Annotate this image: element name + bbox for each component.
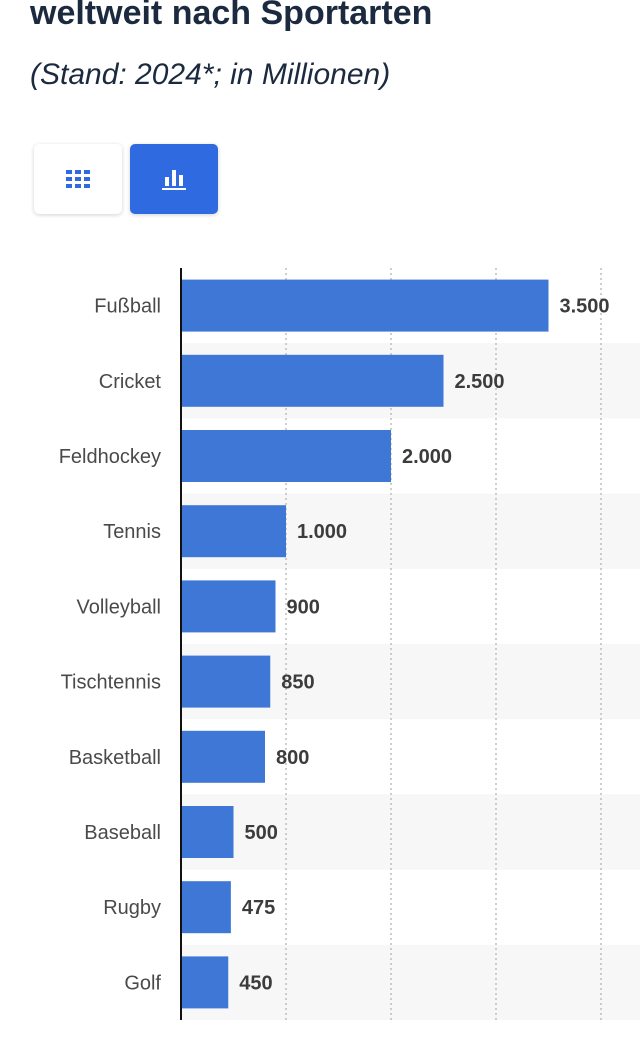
category-label: Volleyball [76, 596, 161, 618]
value-label: 850 [281, 672, 314, 694]
value-label: 800 [276, 747, 309, 769]
value-label: 2.000 [402, 446, 452, 468]
bar[interactable] [181, 730, 265, 783]
category-label: Golf [124, 972, 161, 994]
bar[interactable] [181, 580, 276, 633]
category-label: Tischtennis [61, 672, 161, 694]
bar[interactable] [181, 806, 234, 858]
category-label: Baseball [84, 822, 161, 844]
value-label: 450 [239, 972, 272, 994]
category-label: Cricket [99, 371, 162, 393]
bar[interactable] [181, 430, 391, 482]
bar[interactable] [181, 881, 231, 934]
value-label: 500 [245, 822, 278, 844]
value-label: 3.500 [560, 296, 610, 318]
bar[interactable] [181, 655, 271, 708]
bar[interactable] [181, 354, 444, 407]
category-label: Fußball [94, 296, 161, 318]
grid-icon [66, 170, 90, 188]
bar[interactable] [181, 505, 286, 558]
value-label: 475 [242, 897, 275, 919]
chart-view-button[interactable] [130, 144, 218, 214]
table-view-button[interactable] [34, 144, 122, 214]
bar[interactable] [181, 956, 229, 1009]
value-label: 2.500 [455, 371, 505, 393]
row-band [181, 944, 640, 1020]
page-title: weltweit nach Sportarten [30, 0, 433, 32]
category-label: Tennis [103, 521, 161, 543]
bar-chart-icon [162, 170, 186, 190]
page-subtitle: (Stand: 2024*; in Millionen) [30, 58, 391, 91]
value-label: 900 [287, 596, 320, 618]
row-band [181, 794, 640, 870]
bar[interactable] [181, 279, 549, 332]
category-label: Rugby [103, 897, 161, 919]
category-label: Basketball [69, 747, 161, 769]
category-label: Feldhockey [59, 446, 161, 468]
value-label: 1.000 [297, 521, 347, 543]
